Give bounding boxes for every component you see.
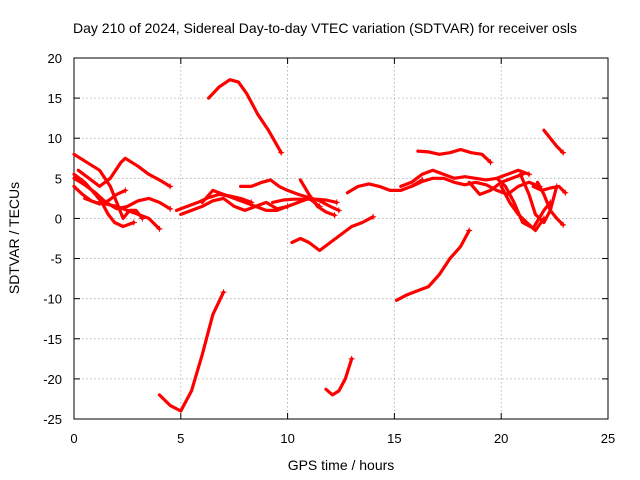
series-end-marker	[156, 225, 163, 232]
series-arc-start-8	[72, 152, 144, 220]
series-end-marker	[122, 187, 129, 194]
x-tick-label: 10	[280, 431, 294, 446]
series-arc-22h-high	[542, 128, 565, 155]
y-axis-label: SDTVAR / TECUs	[6, 182, 22, 294]
y-tick-label: -10	[43, 292, 62, 307]
series-end-marker	[278, 149, 285, 156]
data-series	[72, 78, 569, 413]
series-arc-11h-flat	[271, 197, 339, 204]
y-tick-label: -20	[43, 372, 62, 387]
y-tick-label: -5	[50, 252, 62, 267]
series-end-marker	[167, 183, 174, 190]
series-end-marker	[220, 289, 227, 296]
series-end-marker	[333, 199, 340, 206]
series-arc-16h-top	[416, 147, 493, 164]
series-arc-high-7h	[207, 78, 283, 155]
series-arc-12h-low	[324, 357, 354, 397]
series-arc-16h-high	[399, 168, 531, 188]
y-tick-label: 10	[48, 131, 62, 146]
y-tick-label: -15	[43, 332, 62, 347]
x-tick-label: 25	[601, 431, 615, 446]
series-arc-20h-deep	[499, 184, 546, 233]
y-tick-labels: 20 15 10 5 0 -5 -10 -15 -20 -25	[43, 51, 62, 427]
series-arc-20h-drop	[495, 176, 552, 230]
y-tick-label: 5	[55, 171, 62, 186]
series-arc-21h-dive	[518, 172, 559, 225]
series-end-marker	[560, 221, 567, 228]
series-end-marker	[487, 159, 494, 166]
series-arc-mid-cluster-b	[179, 196, 290, 216]
series-arc-15h-low	[394, 228, 471, 302]
plot-frame	[73, 57, 609, 420]
series-arc-17h-mid	[409, 176, 542, 196]
series-end-marker	[348, 355, 355, 362]
x-tick-label: 0	[70, 431, 77, 446]
series-end-marker	[562, 189, 569, 196]
x-tick-labels: 0 5 10 15 20 25	[70, 431, 615, 446]
y-tick-label: 15	[48, 91, 62, 106]
series-arc-19h-mid	[467, 172, 525, 196]
series-end-marker	[370, 213, 377, 220]
series-end-marker	[130, 219, 137, 226]
x-tick-label: 15	[387, 431, 401, 446]
series-arc-13h-rise	[345, 178, 424, 195]
series-arc-22h-tail	[531, 184, 567, 195]
x-tick-label: 5	[177, 431, 184, 446]
y-tick-label: 20	[48, 51, 62, 66]
grid-lines	[74, 58, 608, 419]
series-end-marker	[560, 149, 567, 156]
series-arc-mid-cluster-a	[174, 192, 253, 212]
series-arc-low-left	[157, 290, 226, 413]
series-end-marker	[466, 227, 473, 234]
y-tick-label: 0	[55, 211, 62, 226]
series-arc-start-6	[76, 156, 172, 188]
series-end-marker	[331, 212, 338, 219]
y-tick-label: -25	[43, 412, 62, 427]
x-tick-label: 20	[494, 431, 508, 446]
series-arc-9h-hump	[239, 178, 341, 212]
chart-title: Day 210 of 2024, Sidereal Day-to-day VTE…	[73, 20, 577, 36]
series-end-marker	[525, 171, 532, 178]
x-axis-label: GPS time / hours	[288, 457, 395, 473]
series-end-marker	[167, 205, 174, 212]
series-end-marker	[335, 207, 342, 214]
series-arc-start-5b	[72, 172, 136, 229]
series-arc-10h-dip	[298, 178, 337, 217]
tick-marks	[73, 57, 609, 420]
series-arc-10h-low	[290, 215, 375, 253]
series-arc-start-2	[83, 196, 161, 231]
series-arc-mid-cluster-c	[200, 188, 322, 212]
